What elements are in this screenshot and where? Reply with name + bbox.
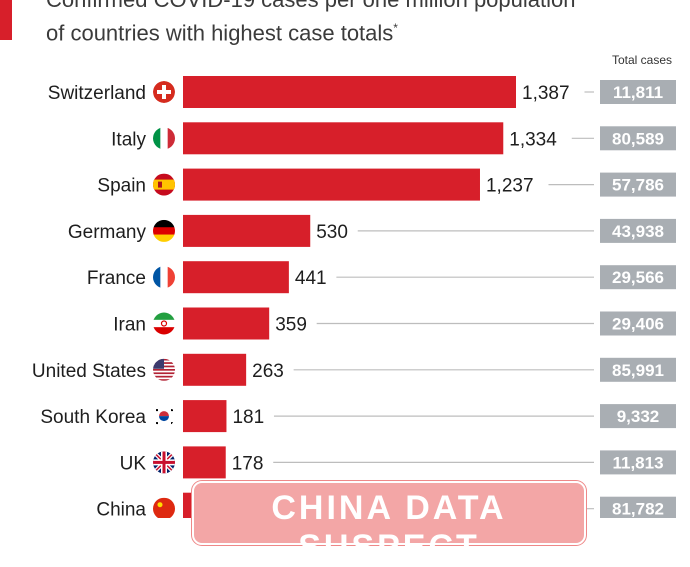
germany-flag-icon: [153, 219, 175, 242]
italy-flag-icon: [153, 127, 175, 150]
bar-italy: [183, 122, 504, 155]
title-line-1: Confirmed COVID-19 cases per one million…: [46, 0, 575, 12]
bar-iran: [183, 307, 270, 340]
country-label-spain: Spain: [97, 176, 146, 197]
bar-france: [183, 261, 289, 294]
total-cases-germany: 43,938: [612, 222, 664, 241]
value-label-italy: 1,334: [509, 129, 557, 150]
uk-flag-icon: [153, 451, 175, 474]
bar-uk: [183, 446, 226, 479]
total-cases-iran: 29,406: [612, 315, 664, 334]
total-box-france: [600, 265, 676, 290]
switzerland-flag-icon: [153, 81, 175, 103]
bar-germany: [183, 214, 311, 247]
total-cases-south-korea: 9,332: [617, 407, 660, 426]
value-label-germany: 530: [316, 222, 348, 243]
country-label-france: France: [87, 268, 146, 289]
total-cases-header: Total cases: [611, 53, 672, 67]
country-label-switzerland: Switzerland: [48, 83, 146, 104]
country-label-china: China: [96, 500, 146, 518]
country-label-italy: Italy: [111, 129, 146, 150]
total-cases-switzerland: 11,811: [613, 83, 663, 102]
bar-spain: [183, 168, 480, 201]
total-cases-france: 29,566: [612, 268, 664, 287]
total-box-united-states: [600, 357, 676, 382]
total-box-switzerland: [600, 80, 676, 104]
value-label-france: 441: [295, 268, 327, 289]
iran-flag-icon: [153, 312, 175, 335]
bar-chart: Switzerland 1,387 11,811 Italy 1,334 80,589 Sp…: [32, 76, 676, 518]
title-accent-bar: [0, 0, 12, 40]
china-data-suspect-stamp: CHINA DATA SUSPECT: [192, 481, 586, 566]
china-flag-icon: [153, 497, 175, 518]
total-cases-united-states: 85,991: [612, 361, 664, 380]
france-flag-icon: [153, 266, 175, 289]
value-label-south-korea: 181: [232, 407, 264, 428]
total-box-south-korea: [600, 404, 676, 429]
title-footnote-mark: *: [393, 21, 398, 35]
total-box-spain: [600, 172, 676, 197]
total-box-italy: [600, 126, 676, 151]
south-korea-flag-icon: [153, 405, 175, 428]
united-states-flag-icon: [153, 358, 175, 381]
value-label-united-states: 263: [252, 361, 284, 382]
country-label-united-states: United States: [32, 361, 146, 382]
total-cases-uk: 11,813: [612, 453, 663, 472]
total-box-germany: [600, 218, 676, 243]
title-line-2: of countries with highest case totals: [46, 20, 394, 46]
country-label-south-korea: South Korea: [40, 407, 146, 428]
total-box-uk: [600, 450, 676, 475]
bar-south-korea: [183, 400, 227, 433]
bar-united-states: [183, 353, 247, 386]
total-cases-spain: 57,786: [612, 176, 664, 195]
bar-switzerland: [183, 76, 516, 108]
stamp-text: CHINA DATA SUSPECT: [271, 489, 507, 566]
country-label-iran: Iran: [113, 315, 146, 336]
value-label-iran: 359: [275, 315, 307, 336]
total-cases-italy: 80,589: [612, 129, 664, 148]
spain-flag-icon: [153, 173, 175, 196]
total-box-china: [600, 496, 676, 518]
value-label-spain: 1,237: [486, 176, 534, 197]
country-label-germany: Germany: [68, 222, 147, 243]
total-box-iran: [600, 311, 676, 336]
country-label-uk: UK: [120, 453, 147, 474]
total-cases-china: 81,782: [612, 500, 664, 518]
value-label-switzerland: 1,387: [522, 83, 570, 104]
chart-title: Confirmed COVID-19 cases per one million…: [46, 0, 686, 47]
value-label-uk: 178: [232, 453, 264, 474]
